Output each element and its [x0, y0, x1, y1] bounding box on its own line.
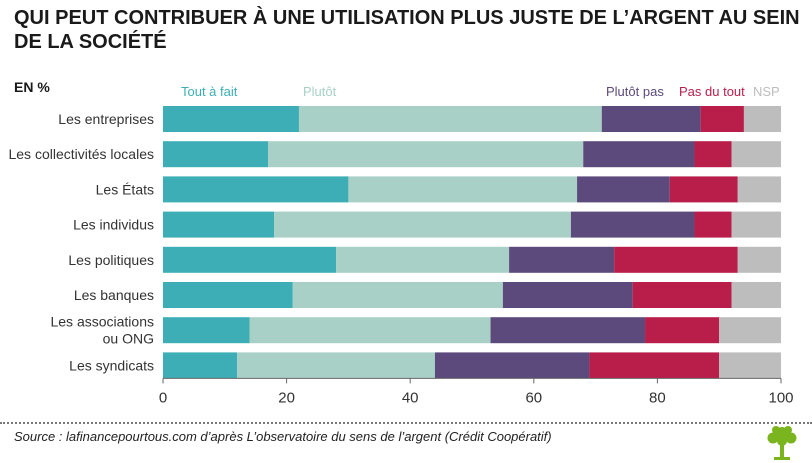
chart-title: QUI PEUT CONTRIBUER À UNE UTILISATION PL…	[14, 7, 800, 53]
legend-item: Tout à fait	[181, 84, 238, 99]
stacked-bar-chart: Les entreprises Les collectivités locales…	[8, 106, 794, 406]
legend-item: Plutôt pas	[606, 84, 664, 99]
bar-segment	[163, 317, 250, 344]
bar-segment	[589, 352, 720, 379]
unit-label: EN %	[14, 79, 50, 95]
x-tick-label: 100	[768, 389, 793, 406]
bar-segment	[336, 246, 510, 273]
bar-segment	[163, 176, 349, 203]
category-label: Les politiques	[68, 252, 154, 268]
divider	[0, 422, 812, 424]
bar-segment	[163, 141, 269, 168]
x-tick-label: 40	[402, 389, 419, 406]
x-tick-label: 60	[525, 389, 542, 406]
bar-segment	[502, 282, 633, 308]
legend-item: NSP	[753, 84, 780, 99]
bar-segment	[614, 246, 738, 273]
bar-segment	[292, 282, 503, 308]
legend-item: Pas du tout	[679, 84, 745, 99]
bar-segment	[731, 282, 781, 308]
bar-segment	[694, 211, 732, 238]
bar-segment	[632, 282, 732, 308]
x-tick-label: 0	[159, 389, 167, 406]
category-label: Les banques	[74, 287, 154, 303]
bar-segment	[434, 352, 590, 379]
category-label: ou ONG	[103, 331, 154, 347]
bar-segment	[743, 106, 781, 132]
category-label: Les associations	[50, 314, 154, 330]
category-label: Les individus	[73, 217, 154, 233]
category-label: Les syndicats	[69, 357, 154, 373]
bar-segment	[719, 352, 781, 379]
bar-segment	[298, 106, 602, 132]
source-note: Source : lafinancepourtous.com d’après L…	[14, 429, 552, 444]
bar-segment	[570, 211, 695, 238]
bar-segment	[737, 246, 781, 273]
x-tick-label: 80	[649, 389, 666, 406]
bar-segment	[669, 176, 738, 203]
bar-segment	[731, 141, 781, 168]
bar-segment	[731, 211, 781, 238]
bar-segment	[700, 106, 744, 132]
category-label: Les collectivités locales	[8, 146, 154, 162]
bar-segment	[719, 317, 781, 344]
bar-segment	[163, 106, 299, 132]
bar-segment	[163, 352, 238, 379]
bar-segment	[509, 246, 615, 273]
x-tick-label: 20	[278, 389, 295, 406]
category-label: Les États	[96, 181, 154, 197]
bar-segment	[583, 141, 695, 168]
bar-segment	[163, 246, 337, 273]
bar-segment	[577, 176, 670, 203]
legend-item: Plutôt	[303, 84, 337, 99]
bar-segment	[163, 211, 275, 238]
bar-segment	[274, 211, 571, 238]
bar-segment	[694, 141, 732, 168]
bar-segment	[490, 317, 646, 344]
bar-segment	[237, 352, 435, 379]
bar-segment	[601, 106, 701, 132]
tree-icon	[767, 426, 797, 460]
bar-segment	[645, 317, 720, 344]
bar-segment	[163, 282, 293, 308]
bar-segment	[737, 176, 781, 203]
bar-segment	[348, 176, 578, 203]
bar-segment	[249, 317, 491, 344]
bar-segment	[268, 141, 584, 168]
category-label: Les entreprises	[58, 111, 154, 127]
